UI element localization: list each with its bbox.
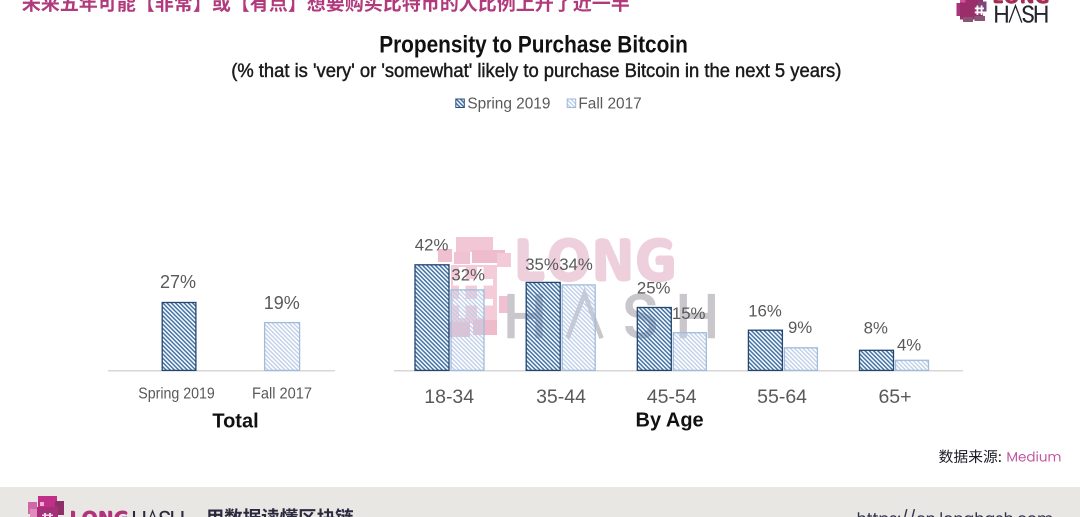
svg-text:34%: 34%: [559, 255, 593, 274]
svg-text:27%: 27%: [160, 272, 196, 292]
svg-text:Propensity to Purchase Bitcoin: Propensity to Purchase Bitcoin: [379, 31, 688, 58]
svg-text:18-34: 18-34: [424, 386, 474, 408]
svg-text:Fall 2017: Fall 2017: [252, 385, 312, 402]
svg-text:55-64: 55-64: [757, 386, 807, 408]
svg-text:9%: 9%: [788, 318, 812, 337]
svg-text:By Age: By Age: [636, 410, 704, 432]
svg-text:45-54: 45-54: [647, 386, 697, 408]
svg-text:32%: 32%: [451, 265, 485, 284]
svg-text:15%: 15%: [672, 304, 706, 323]
svg-text:16%: 16%: [748, 302, 782, 321]
svg-text:(% that is 'very' or 'somewhat: (% that is 'very' or 'somewhat' likely t…: [231, 60, 841, 82]
svg-text:Spring 2019: Spring 2019: [467, 95, 550, 112]
svg-text:25%: 25%: [637, 278, 671, 297]
svg-text:Fall 2017: Fall 2017: [578, 95, 641, 112]
svg-text:35-44: 35-44: [536, 386, 586, 408]
svg-text:42%: 42%: [415, 236, 449, 255]
svg-text:Total: Total: [212, 411, 258, 433]
svg-text:19%: 19%: [264, 293, 300, 313]
svg-text:65+: 65+: [878, 386, 911, 408]
svg-text:8%: 8%: [864, 319, 888, 338]
svg-text:35%: 35%: [525, 255, 559, 274]
svg-text:Spring 2019: Spring 2019: [138, 385, 215, 402]
svg-text:4%: 4%: [897, 336, 921, 355]
